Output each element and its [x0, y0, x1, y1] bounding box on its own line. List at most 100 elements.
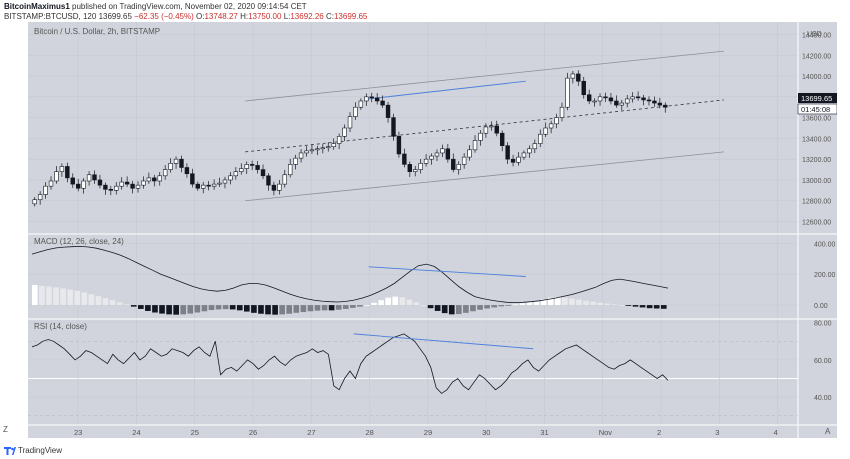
macd-histogram-bar: [335, 305, 342, 310]
macd-histogram-bar: [547, 297, 554, 306]
candle-body: [244, 164, 249, 169]
macd-histogram-bar: [265, 305, 271, 315]
candle-body: [635, 96, 641, 99]
candle-body: [130, 183, 135, 189]
price-tick-label: 13600.00: [802, 116, 831, 123]
macd-histogram-bar: [46, 286, 52, 306]
macd-histogram-bar: [215, 305, 222, 310]
time-tick-label: 29: [424, 428, 432, 437]
price-tick-label: 12800.00: [802, 199, 831, 206]
price-tick-label: 13400.00: [802, 136, 831, 143]
macd-histogram-bar: [138, 305, 144, 309]
macd-histogram-bar: [519, 303, 526, 306]
candle-body: [195, 183, 200, 189]
candle-body: [277, 183, 282, 191]
candle-body: [233, 171, 239, 177]
macd-histogram-bar: [166, 305, 172, 315]
zoom-toggle[interactable]: Z: [3, 425, 8, 434]
candle-body: [184, 167, 190, 175]
macd-histogram-bar: [342, 305, 349, 309]
price-tick-label: 13000.00: [802, 178, 831, 185]
macd-histogram-bar: [512, 304, 519, 306]
price-tick-label: 14400.00: [802, 32, 831, 39]
candle-body: [326, 146, 331, 149]
price-change: −62.35 (−0.45%): [134, 12, 194, 21]
macd-histogram-bar: [201, 305, 208, 312]
close-label: C:: [325, 12, 334, 21]
macd-histogram-bar: [378, 300, 384, 306]
candle-body: [342, 127, 347, 137]
candle-body: [201, 184, 206, 189]
macd-histogram-bar: [576, 299, 582, 306]
candle-body: [92, 174, 97, 181]
time-tick-label: 25: [191, 428, 199, 437]
macd-histogram-bar: [321, 305, 328, 311]
macd-histogram-bar: [152, 305, 158, 313]
candle-body: [249, 164, 255, 166]
candle-body: [293, 157, 298, 165]
candle-body: [614, 100, 619, 106]
high-value: 13750.00: [248, 12, 282, 21]
open-value: 13748.27: [204, 12, 238, 21]
chart-background: [28, 22, 837, 438]
candle-body: [543, 127, 548, 135]
macd-histogram-bar: [413, 302, 420, 306]
macd-histogram-bar: [540, 299, 547, 306]
macd-histogram-bar: [53, 287, 59, 306]
macd-histogram-bar: [123, 304, 130, 306]
rsi-divergence-line: [353, 333, 534, 350]
candle-body: [407, 164, 412, 172]
candle-body: [483, 126, 489, 134]
candle-body: [173, 158, 179, 164]
low-label: L:: [283, 12, 291, 21]
candle-body: [288, 164, 293, 176]
candle-body: [260, 169, 266, 177]
macd-histogram-bar: [258, 305, 264, 314]
chart-area[interactable]: 12600.00 12800.00 13000.00 13200.00 13400.00…: [28, 22, 838, 438]
candle-body: [565, 77, 570, 108]
candle-body: [358, 100, 364, 108]
publish-header: BitcoinMaximus1 published on TradingView…: [0, 0, 850, 21]
tradingview-brand[interactable]: TradingView: [18, 446, 63, 455]
macd-histogram-bar: [505, 305, 512, 306]
candle-body: [489, 125, 494, 128]
macd-histogram-bar: [441, 305, 448, 314]
candle-body: [206, 184, 211, 187]
macd-histogram-bar: [88, 294, 95, 306]
macd-histogram-bar: [180, 305, 187, 315]
candle-body: [548, 123, 554, 129]
author-name[interactable]: BitcoinMaximus1: [4, 2, 70, 11]
time-tick-label: 2: [657, 428, 661, 437]
candle-body: [103, 184, 108, 190]
candle-body: [282, 174, 287, 185]
chart-svg[interactable]: 12600.00 12800.00 13000.00 13200.00 13400.00…: [28, 22, 838, 438]
time-axis-labels: 23 24 25 26 27 28 29 30 31 Nov 2 3 4: [74, 428, 778, 437]
macd-histogram-bar: [611, 304, 618, 306]
macd-histogram-bar: [597, 302, 603, 306]
macd-divergence-line: [368, 266, 526, 277]
time-tick-label: 24: [132, 428, 140, 437]
macd-histogram-bar: [604, 303, 611, 306]
candle-body: [59, 166, 65, 172]
macd-histogram-bar: [392, 296, 399, 306]
candle-body: [157, 175, 162, 182]
candle-body: [630, 96, 635, 100]
chart-title: Bitcoin / U.S. Dollar, 2h, BITSTAMP: [34, 27, 160, 36]
candle-body: [228, 175, 233, 181]
macd-histogram-bar: [639, 305, 646, 308]
macd-histogram-bar: [81, 292, 88, 306]
tradingview-logo-icon: [4, 447, 16, 455]
candle-body: [402, 153, 407, 165]
candle-body: [391, 117, 396, 137]
candle-body: [266, 175, 271, 186]
auto-scale-toggle[interactable]: A: [825, 427, 831, 436]
mid-channel-line: [245, 99, 724, 153]
price-grid: [28, 34, 798, 222]
candle-body: [76, 183, 81, 189]
time-tick-label: 3: [715, 428, 719, 437]
open-label: O:: [196, 12, 205, 21]
macd-histogram-bar: [74, 290, 81, 306]
candle-body: [298, 152, 304, 159]
candle-body: [146, 177, 152, 182]
candle-body: [54, 171, 59, 182]
